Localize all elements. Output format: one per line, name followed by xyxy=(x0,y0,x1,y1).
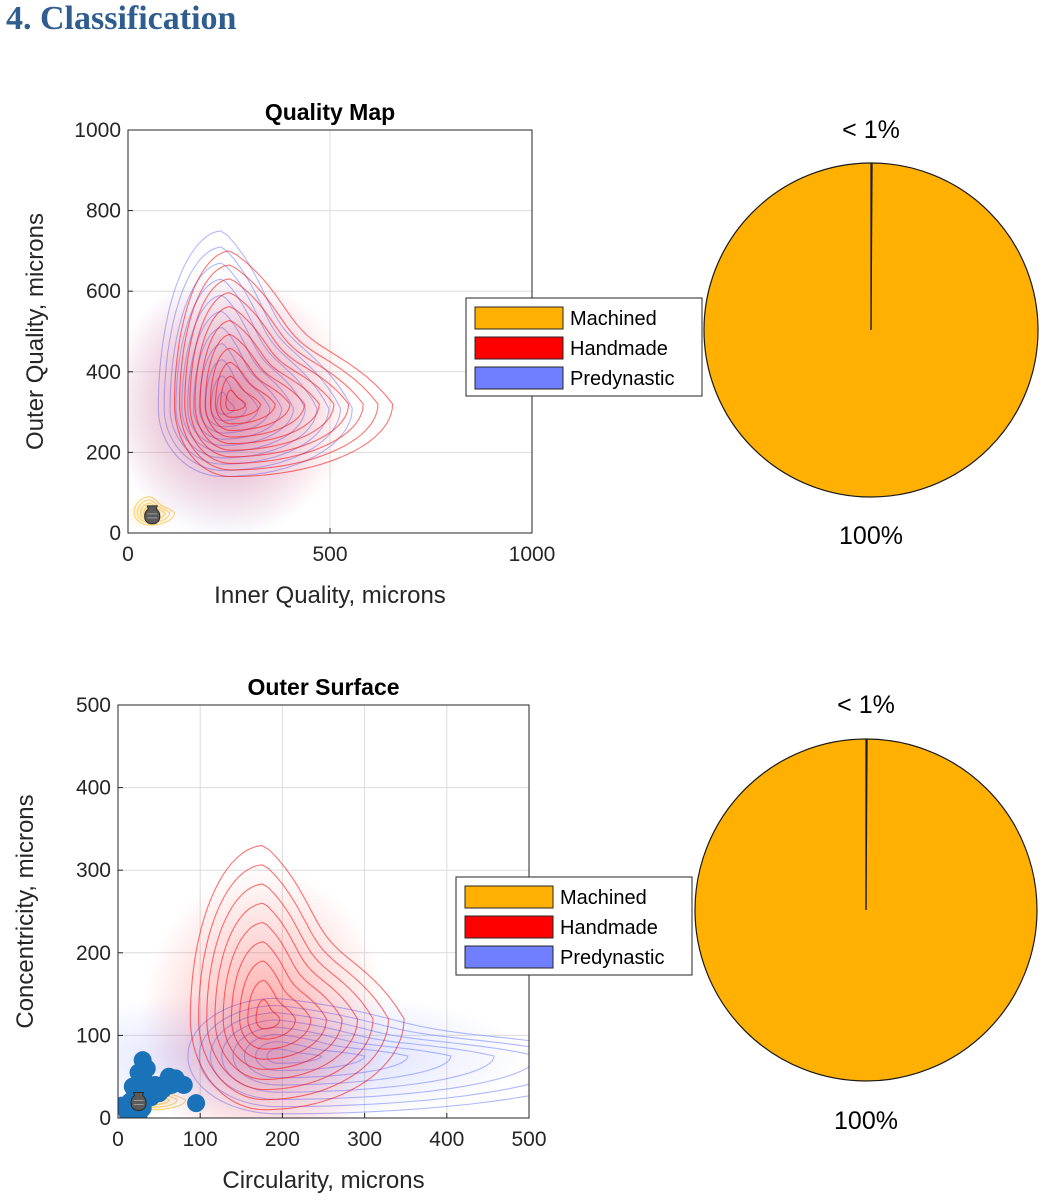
chart2-ytick-label: 100 xyxy=(76,1024,111,1047)
chart1-vase-marker xyxy=(144,505,161,525)
pie2-label-main: 100% xyxy=(834,1107,898,1135)
chart2-plot-area xyxy=(118,844,529,1118)
chart1-contour-handmade xyxy=(179,264,379,471)
chart2-sample-point xyxy=(174,1075,193,1094)
chart1-ytick-label: 400 xyxy=(86,361,121,384)
chart1-contour-handmade xyxy=(204,333,306,438)
chart1-ytick-label: 800 xyxy=(86,200,121,223)
chart1-xtick-label: 1000 xyxy=(509,543,556,566)
chart2-title: Outer Surface xyxy=(247,674,399,700)
chart1-legend-label: Handmade xyxy=(570,338,668,360)
chart2-legend-label: Handmade xyxy=(560,917,658,939)
pie2-label-small: < 1% xyxy=(837,691,895,719)
chart2-ylabel: Concentricity, microns xyxy=(12,794,39,1028)
chart2-sample-point xyxy=(187,1094,206,1113)
chart1-legend-label: Machined xyxy=(570,308,657,330)
chart1-vase-bands xyxy=(147,513,158,519)
chart2-xtick-label: 400 xyxy=(429,1128,464,1151)
chart2-xtick-label: 300 xyxy=(347,1128,382,1151)
chart2-legend-swatch-predynastic xyxy=(464,945,554,969)
chart1-ytick-label: 0 xyxy=(109,522,121,545)
chart2-contour-handmade xyxy=(214,902,359,1080)
chart2-xtick-label: 100 xyxy=(183,1128,218,1151)
chart1-legend-swatch-predynastic xyxy=(474,366,564,390)
chart2-legend-swatch-machined xyxy=(464,885,554,909)
chart1-contour-handmade xyxy=(225,389,247,412)
chart2-ytick-label: 300 xyxy=(76,859,111,882)
chart1-legend-label: Predynastic xyxy=(570,368,675,390)
chart1-ylabel: Outer Quality, microns xyxy=(22,213,49,450)
chart2-xlabel: Circularity, microns xyxy=(222,1167,424,1194)
chart1-contour-handmade xyxy=(199,320,320,445)
chart2-xtick-label: 0 xyxy=(112,1128,124,1151)
chart2-xtick-label: 200 xyxy=(265,1128,300,1151)
chart2-xtick-label: 500 xyxy=(511,1128,546,1151)
chart1-contour-handmade xyxy=(184,278,364,464)
chart2-sample-point xyxy=(137,1059,156,1078)
chart2-ytick-label: 0 xyxy=(99,1107,111,1130)
chart1-contour-handmade xyxy=(194,306,335,451)
chart2-legend-swatch-handmade xyxy=(464,915,554,939)
pie1-label-small: < 1% xyxy=(842,116,900,144)
chart2-legend-label: Predynastic xyxy=(560,947,665,969)
chart2-contour-handmade xyxy=(198,864,390,1101)
chart2-vase-marker xyxy=(130,1091,147,1111)
chart2-contour-handmade xyxy=(247,979,296,1040)
chart1-ytick-label: 200 xyxy=(86,441,121,464)
chart2-vase-body xyxy=(130,1091,147,1111)
chart2-ytick-label: 500 xyxy=(76,694,111,717)
chart2-ytick-label: 200 xyxy=(76,942,111,965)
chart1-title: Quality Map xyxy=(265,99,395,125)
chart1-contour-handmade xyxy=(220,375,261,418)
chart1-contour-handmade xyxy=(173,250,394,478)
chart1-xlabel: Inner Quality, microns xyxy=(214,582,446,609)
chart1-xtick-label: 500 xyxy=(312,543,347,566)
chart1-contour-handmade xyxy=(189,292,350,458)
chart2-vase-bands xyxy=(133,1099,144,1105)
chart1-plot-area xyxy=(128,230,394,533)
pie1-label-main: 100% xyxy=(839,522,903,550)
chart2-contour-handmade xyxy=(239,960,312,1050)
chart2-contour-handmade xyxy=(255,999,281,1030)
chart2-density-handmade xyxy=(141,866,388,1118)
chart1-vase-body xyxy=(144,505,161,525)
pie1-slice-other xyxy=(870,162,873,331)
pie2-slice-other xyxy=(865,738,868,911)
chart2-contour-handmade xyxy=(206,883,374,1091)
chart2-ytick-label: 400 xyxy=(76,777,111,800)
chart2-contour-handmade xyxy=(189,844,405,1111)
chart1-legend-swatch-machined xyxy=(474,306,564,330)
section-title: 4. Classification xyxy=(6,0,237,37)
chart1-ytick-label: 1000 xyxy=(74,119,121,142)
chart1-ytick-label: 600 xyxy=(86,280,121,303)
chart1-legend-swatch-handmade xyxy=(474,336,564,360)
chart1-contour-handmade xyxy=(209,347,291,431)
chart1-xtick-label: 0 xyxy=(122,543,134,566)
chart1-contour-handmade xyxy=(215,361,276,425)
chart2-legend-label: Machined xyxy=(560,887,647,909)
chart2-contour-handmade xyxy=(230,941,327,1060)
chart2-contour-handmade xyxy=(222,922,343,1070)
